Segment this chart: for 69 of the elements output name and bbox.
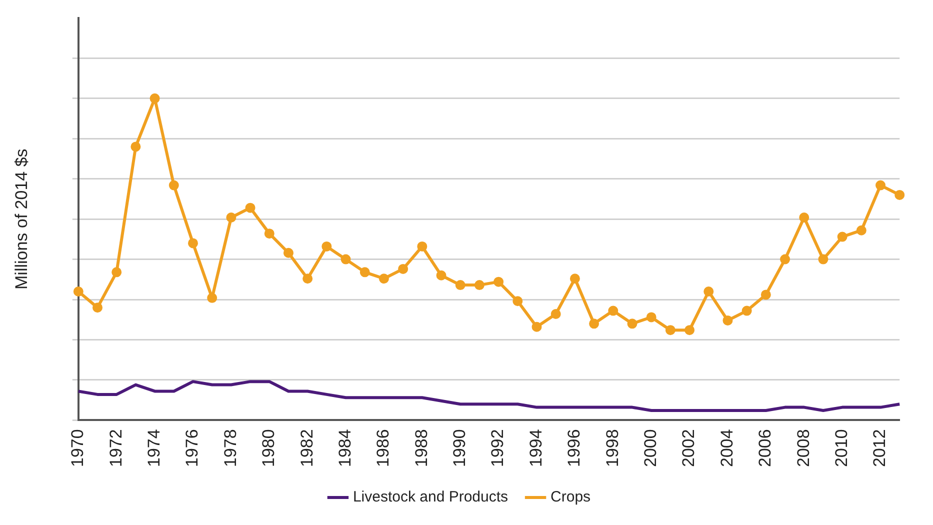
point <box>684 325 695 336</box>
point <box>322 241 332 252</box>
x-tick-label: 2008 <box>794 429 813 468</box>
point <box>646 312 656 322</box>
x-tick-label: 1990 <box>450 429 470 468</box>
x-tick-label: 2006 <box>756 429 775 468</box>
point <box>188 238 198 248</box>
x-tick-label: 1996 <box>564 429 584 468</box>
x-tick-label: 1984 <box>335 429 354 468</box>
point <box>92 302 102 313</box>
y-axis-title: Millions of 2014 $s <box>12 148 31 290</box>
point <box>589 318 600 329</box>
x-tick-label: 1992 <box>488 429 508 468</box>
point <box>207 292 218 303</box>
point <box>360 267 370 278</box>
point <box>742 306 752 316</box>
point <box>780 254 790 264</box>
point <box>340 254 351 264</box>
point <box>608 306 618 316</box>
legend-label: Crops <box>550 488 591 506</box>
point <box>550 309 561 320</box>
x-tick-label: 1994 <box>526 429 546 468</box>
x-tick-label: 1972 <box>106 429 126 468</box>
x-tick-label: 2000 <box>641 429 660 468</box>
point <box>722 315 733 326</box>
point <box>302 274 313 284</box>
point <box>245 202 256 213</box>
x-tick-label: 1976 <box>182 429 202 468</box>
x-tick-label: 1970 <box>68 429 88 468</box>
x-tick-label: 1974 <box>144 429 164 468</box>
x-tick-label: 1986 <box>374 429 393 468</box>
point <box>876 180 886 190</box>
x-tick-label: 2012 <box>870 429 890 468</box>
x-tick-label: 2004 <box>717 429 736 468</box>
point <box>494 276 504 287</box>
point <box>455 280 466 290</box>
point <box>818 254 828 264</box>
point <box>894 190 905 200</box>
point <box>627 318 638 329</box>
legend-label: Livestock and Products <box>352 488 508 506</box>
x-tick-label: 1988 <box>412 429 431 468</box>
point <box>226 212 236 222</box>
x-tick-label: 1998 <box>602 429 622 468</box>
point <box>73 286 84 296</box>
x-tick-label: 2002 <box>679 429 698 468</box>
x-tick-label: 1980 <box>259 429 278 468</box>
point <box>378 274 389 284</box>
point <box>130 142 141 152</box>
point <box>283 248 294 258</box>
point <box>168 180 179 190</box>
point <box>112 267 122 278</box>
point <box>570 274 580 284</box>
x-tick-label: 2010 <box>832 429 851 468</box>
point <box>856 225 866 236</box>
point <box>837 232 848 242</box>
point <box>760 290 771 300</box>
point <box>264 228 274 239</box>
point <box>665 325 676 336</box>
point <box>799 212 810 222</box>
point <box>417 241 428 252</box>
point <box>532 322 542 332</box>
x-tick-label: 1978 <box>220 429 240 468</box>
point <box>398 264 408 274</box>
point <box>512 296 523 306</box>
point <box>436 270 446 280</box>
point <box>150 93 160 104</box>
point <box>704 286 714 296</box>
x-tick-label: 1982 <box>297 429 316 468</box>
point <box>474 280 484 290</box>
